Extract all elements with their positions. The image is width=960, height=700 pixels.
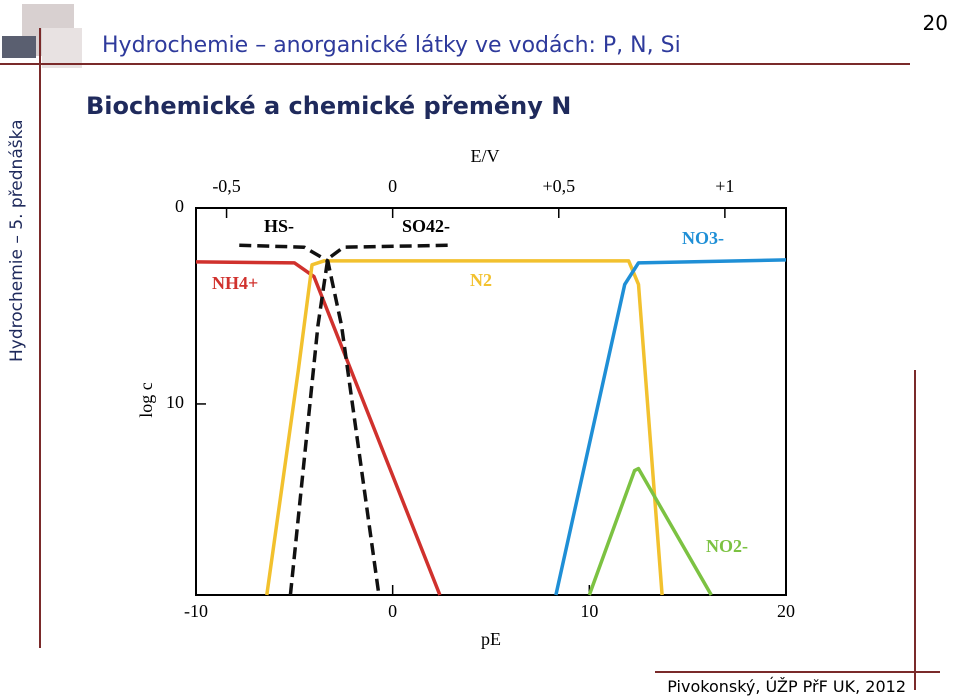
- subtitle: Biochemické a chemické přeměny N: [86, 92, 571, 120]
- x-axis-title: pE: [481, 629, 501, 649]
- chart: -10 0 10 20 -0,5 0 +0,5 +1 0 10 pE E/V log c NH4+ N2 NO…: [136, 146, 795, 649]
- y-tick-label: 10: [166, 392, 184, 412]
- series-label: HS-: [264, 216, 294, 236]
- x-tick-label: 0: [388, 601, 397, 621]
- side-title: Hydrochemie – 5. přednáška: [7, 119, 27, 362]
- x2-tick-label: +1: [715, 176, 734, 196]
- y-axis-title: log c: [136, 382, 156, 418]
- x-tick-label: -10: [184, 601, 208, 621]
- x2-axis-title: E/V: [471, 146, 500, 166]
- series-label: NO2-: [706, 536, 748, 556]
- x-tick-label: 10: [580, 601, 598, 621]
- page-number: 20: [923, 11, 948, 35]
- series-line: [265, 259, 664, 596]
- series-line: [239, 243, 381, 596]
- series-label: NH4+: [212, 273, 258, 293]
- x-tick-label: 20: [777, 601, 795, 621]
- series-line: [288, 243, 452, 596]
- footer: Pivokonský, ÚŽP PřF UK, 2012: [667, 677, 906, 696]
- plot-frame: [195, 207, 787, 596]
- header: Hydrochemie – anorganické látky ve vodác…: [102, 33, 681, 58]
- series-label: N2: [470, 270, 492, 290]
- x2-tick-label: 0: [388, 176, 397, 196]
- x2-tick-label: +0,5: [542, 176, 575, 196]
- series-label: SO42-: [402, 216, 450, 236]
- series-label: NO3-: [682, 228, 724, 248]
- y-tick-label: 0: [175, 196, 184, 216]
- x2-tick-label: -0,5: [212, 176, 241, 196]
- series-line: [195, 260, 442, 596]
- deco: [42, 28, 82, 68]
- series-line: [587, 466, 713, 596]
- series-line: [554, 258, 787, 596]
- deco: [2, 36, 36, 58]
